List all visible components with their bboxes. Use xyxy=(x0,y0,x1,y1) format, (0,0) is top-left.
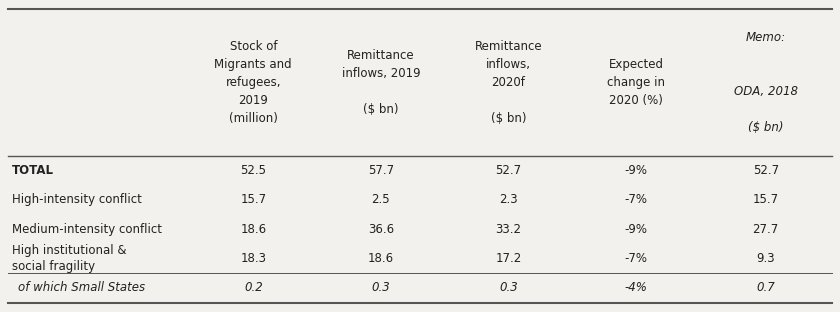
Text: 18.6: 18.6 xyxy=(368,252,394,265)
Text: 0.2: 0.2 xyxy=(244,281,263,295)
Text: -9%: -9% xyxy=(625,223,648,236)
Text: 0.3: 0.3 xyxy=(371,281,391,295)
Text: 15.7: 15.7 xyxy=(240,193,266,207)
Text: 15.7: 15.7 xyxy=(753,193,779,207)
Text: High institutional &
social fragility: High institutional & social fragility xyxy=(12,244,126,273)
Text: 27.7: 27.7 xyxy=(753,223,779,236)
Text: 36.6: 36.6 xyxy=(368,223,394,236)
Text: Medium-intensity conflict: Medium-intensity conflict xyxy=(12,223,162,236)
Text: 18.6: 18.6 xyxy=(240,223,266,236)
Text: -4%: -4% xyxy=(625,281,648,295)
Text: 18.3: 18.3 xyxy=(240,252,266,265)
Text: 52.7: 52.7 xyxy=(496,164,522,177)
Text: 0.7: 0.7 xyxy=(756,281,775,295)
Text: -7%: -7% xyxy=(625,252,648,265)
Text: 57.7: 57.7 xyxy=(368,164,394,177)
Text: Stock of
Migrants and
refugees,
2019
(million): Stock of Migrants and refugees, 2019 (mi… xyxy=(214,40,292,125)
Text: -9%: -9% xyxy=(625,164,648,177)
Text: of which Small States: of which Small States xyxy=(18,281,145,295)
Text: 0.3: 0.3 xyxy=(499,281,518,295)
Text: 52.5: 52.5 xyxy=(240,164,266,177)
Text: Remittance
inflows,
2020f

($ bn): Remittance inflows, 2020f ($ bn) xyxy=(475,40,543,125)
Text: 2.3: 2.3 xyxy=(499,193,517,207)
Text: 33.2: 33.2 xyxy=(496,223,522,236)
Text: 52.7: 52.7 xyxy=(753,164,779,177)
Text: Memo:


ODA, 2018

($ bn): Memo: ODA, 2018 ($ bn) xyxy=(734,31,798,134)
Text: 9.3: 9.3 xyxy=(757,252,775,265)
Text: High-intensity conflict: High-intensity conflict xyxy=(12,193,142,207)
Text: Remittance
inflows, 2019

($ bn): Remittance inflows, 2019 ($ bn) xyxy=(342,49,420,116)
Text: TOTAL: TOTAL xyxy=(12,164,54,177)
Text: -7%: -7% xyxy=(625,193,648,207)
Text: 17.2: 17.2 xyxy=(496,252,522,265)
Text: 2.5: 2.5 xyxy=(371,193,391,207)
Text: Expected
change in
2020 (%): Expected change in 2020 (%) xyxy=(607,58,665,107)
